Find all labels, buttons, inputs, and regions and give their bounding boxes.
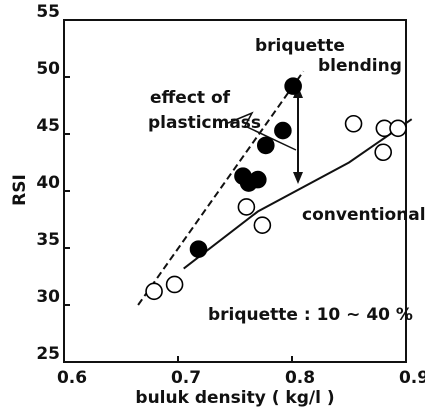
- point: [256, 136, 275, 155]
- x-tick-label: 0.8: [285, 368, 315, 388]
- annotation: briquette: [255, 36, 345, 56]
- y-tick-label: 40: [36, 173, 60, 193]
- y-tick-label: 30: [36, 287, 60, 307]
- point: [389, 119, 407, 138]
- point: [189, 240, 208, 258]
- arrow-head: [293, 172, 303, 184]
- y-tick-label: 25: [36, 344, 60, 364]
- point: [374, 143, 393, 162]
- annotation: blending: [318, 56, 402, 76]
- x-tick-label: 0.6: [57, 368, 87, 388]
- y-axis-label: RSI: [10, 174, 30, 206]
- point: [145, 282, 163, 301]
- x-tick-label: 0.9: [399, 368, 425, 388]
- annotation: briquette : 10 ~ 40 %: [208, 305, 413, 325]
- x-tick-label: 0.7: [171, 368, 201, 388]
- annotation: effect of: [150, 88, 231, 108]
- point: [248, 170, 267, 189]
- y-tick-label: 55: [36, 2, 60, 22]
- annotation: plasticmass: [148, 113, 261, 133]
- point: [237, 198, 256, 216]
- annotation: conventional: [302, 205, 425, 225]
- trend-line: [137, 70, 305, 306]
- x-axis-label: buluk density ( kg/l ): [135, 388, 334, 408]
- y-tick-label: 45: [36, 116, 60, 136]
- y-tick-label: 50: [36, 59, 60, 79]
- trend-line: [183, 118, 413, 270]
- point: [274, 121, 292, 140]
- point: [253, 216, 272, 234]
- point: [284, 77, 302, 95]
- y-tick-label: 35: [36, 230, 60, 250]
- point: [165, 275, 184, 294]
- point: [344, 114, 363, 133]
